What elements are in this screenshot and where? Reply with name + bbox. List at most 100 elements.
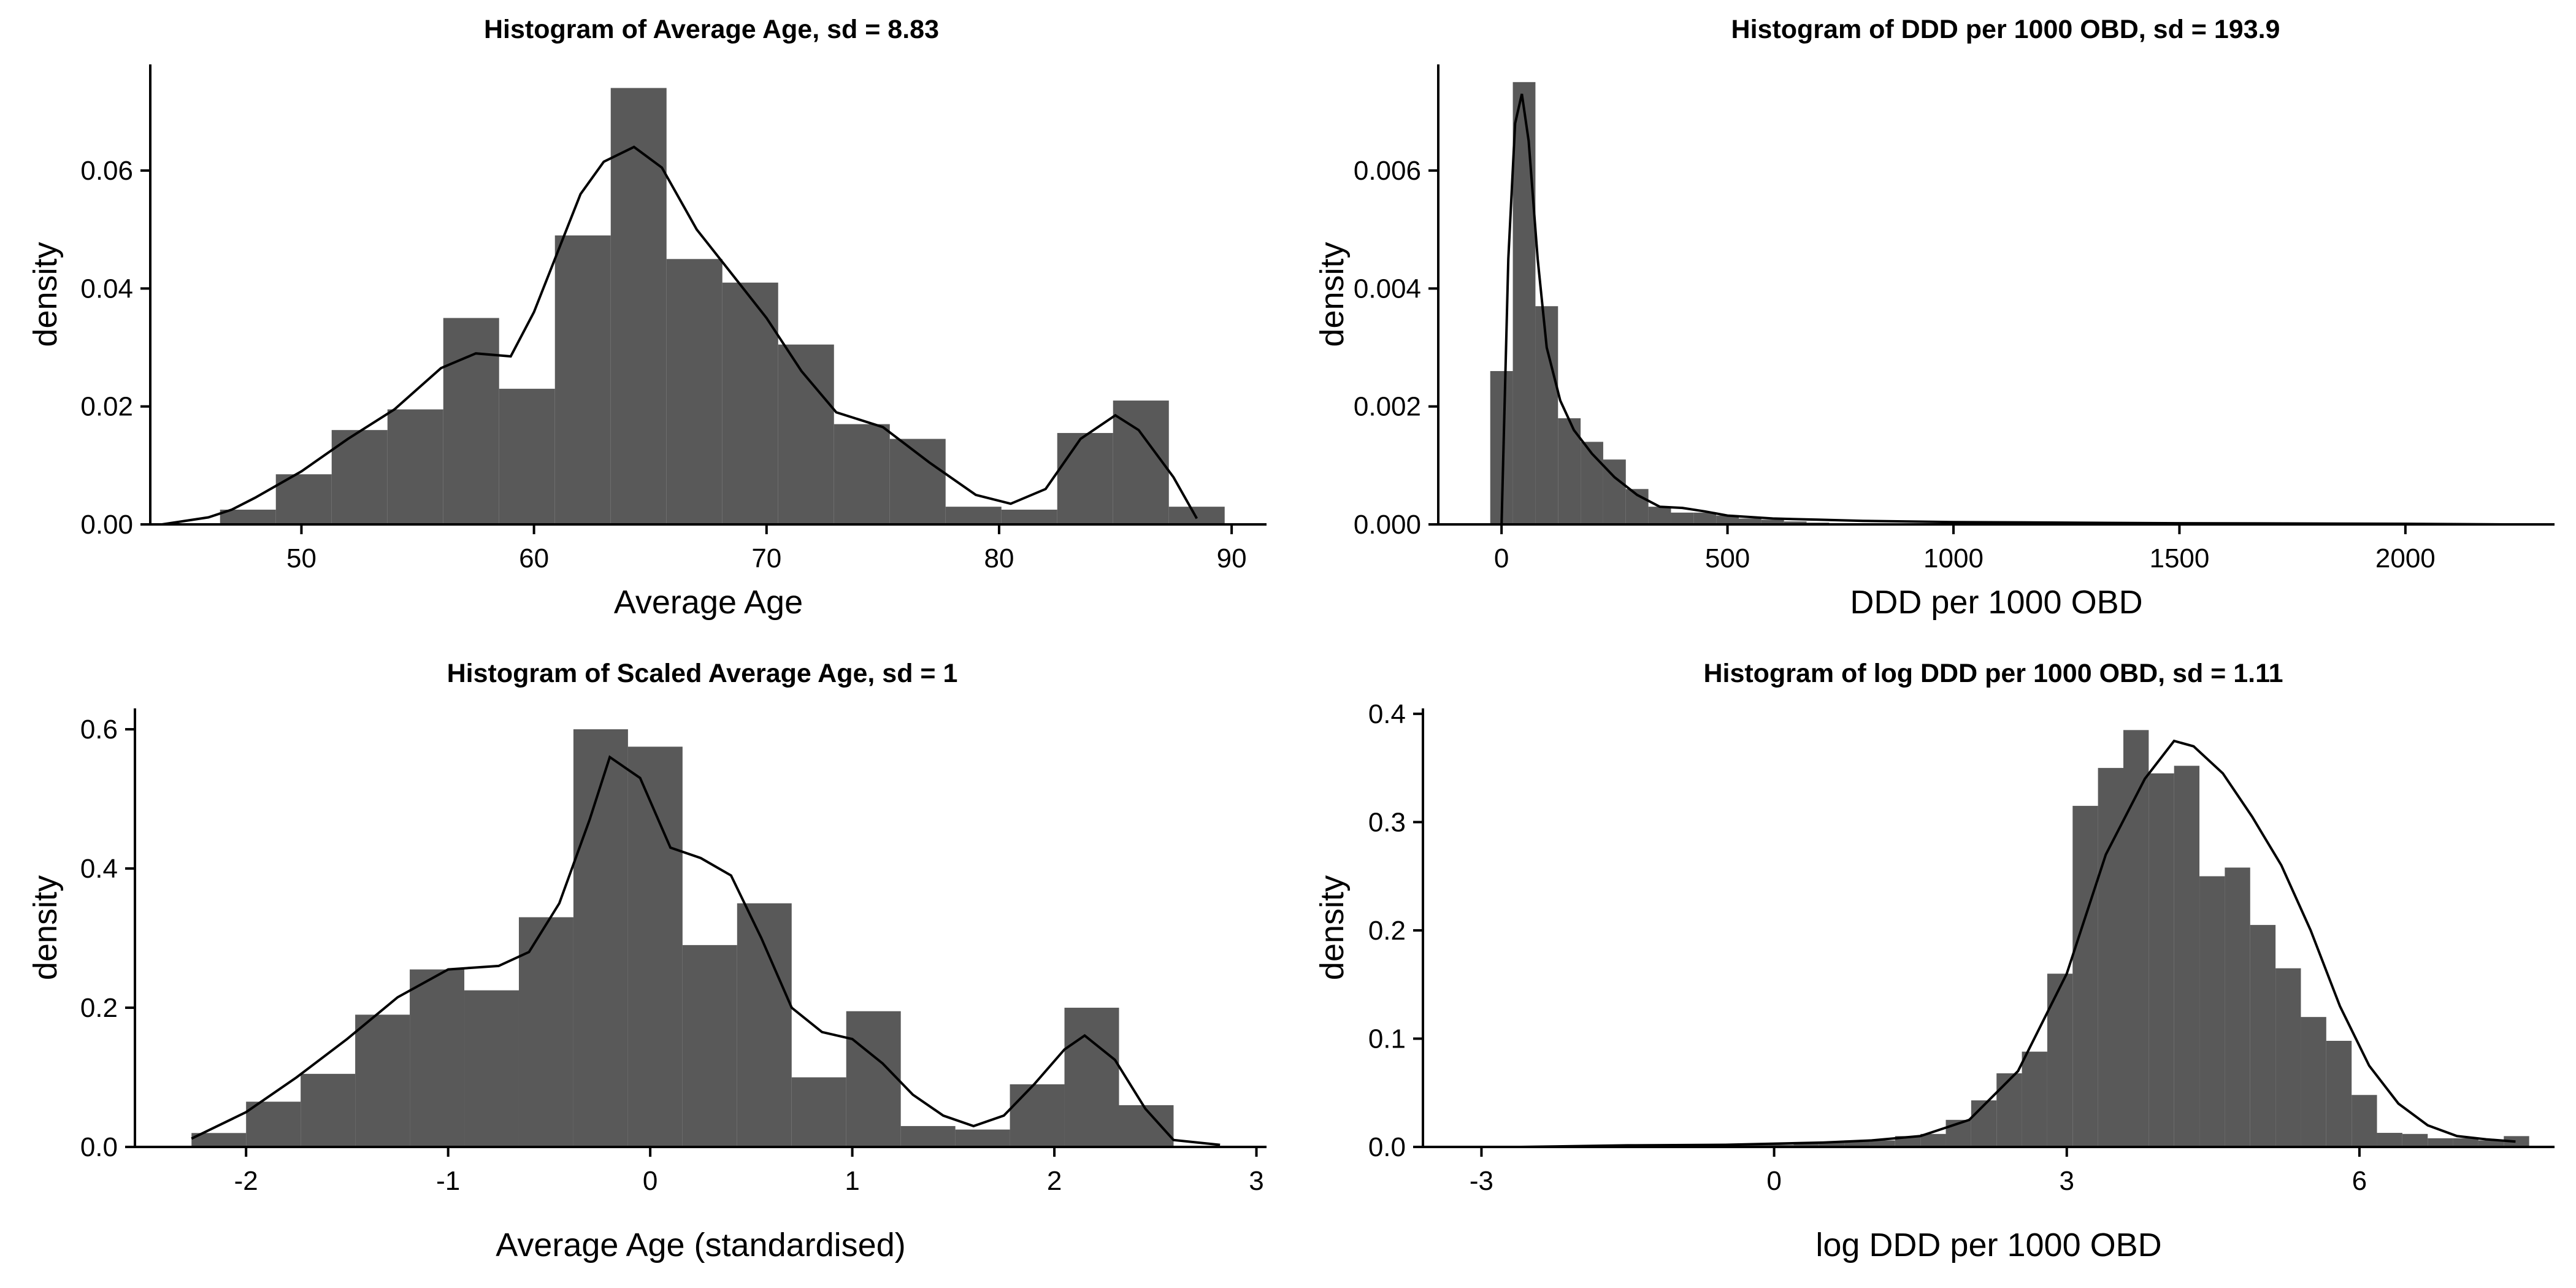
histogram-bar (945, 507, 1002, 524)
y-tick-label: 0.02 (80, 392, 133, 422)
chart-panel-2: 0 500 1000 1500 2000 0.000 0.002 0.004 0.006 Hist… (1314, 15, 2555, 621)
x-tick-label: -2 (234, 1166, 258, 1196)
density-curve (1500, 93, 2505, 526)
y-tick-label: 0.4 (1368, 699, 1406, 729)
histogram-bar (1844, 1140, 1870, 1147)
x-tick-label: 0 (1494, 543, 1509, 573)
histogram-bar (1761, 519, 1784, 524)
histogram-bar (2250, 925, 2276, 1147)
density-curve (191, 755, 1221, 1146)
x-axis-label: log DDD per 1000 OBD (1815, 1227, 2161, 1263)
histogram-bar (1716, 515, 1739, 524)
histogram-bar (387, 409, 443, 524)
x-tick-label: 60 (519, 543, 549, 573)
histogram-bar (2072, 805, 2098, 1147)
x-tick-label: -1 (436, 1166, 460, 1196)
y-tick-label: 0.0 (80, 1132, 118, 1162)
x-tick-label: 1000 (1923, 543, 1984, 573)
histogram-bar (1168, 507, 1225, 524)
x-tick-label: 70 (751, 543, 781, 573)
x-axis-label: Average Age (614, 584, 803, 621)
histogram-bar (955, 1129, 1010, 1147)
y-axis-label: density (1314, 875, 1351, 980)
histogram-bar (2301, 1017, 2326, 1147)
histogram-bar (1869, 1140, 1895, 1147)
histogram-bar (499, 388, 555, 524)
histogram-bar (246, 1102, 301, 1147)
histogram-bar (464, 990, 519, 1147)
histogram-bar (220, 509, 276, 524)
x-tick-label: 2 (1047, 1166, 1062, 1196)
x-tick-label: 50 (286, 543, 316, 573)
y-axis-label: density (27, 242, 64, 347)
y-tick-label: 0.6 (80, 715, 118, 745)
histogram-bar (722, 282, 778, 524)
chart-title: Histogram of DDD per 1000 OBD, sd = 193.… (1731, 15, 2280, 44)
histogram-bar (443, 318, 499, 524)
x-tick-label: 2000 (2375, 543, 2436, 573)
histogram-bar (573, 729, 628, 1147)
histogram-bar (1739, 518, 1761, 524)
histogram-bar (1010, 1084, 1065, 1147)
y-tick-label: 0.4 (80, 854, 118, 884)
density-curve (161, 145, 1198, 526)
histogram-bar (900, 1125, 956, 1147)
histogram-bar (1920, 1133, 1946, 1147)
histogram-bar (191, 1133, 247, 1147)
histogram-bar (2504, 1136, 2529, 1147)
histogram-bar (2377, 1133, 2402, 1147)
histogram-bar (2199, 876, 2225, 1147)
x-tick-label: -3 (1470, 1166, 1493, 1196)
chart-title: Histogram of Scaled Average Age, sd = 1 (447, 659, 958, 688)
x-tick-label: 1 (845, 1166, 859, 1196)
histogram-bar (1113, 401, 1169, 524)
chart-panel-4: -3 0 3 6 0.0 0.1 0.2 0.3 0.4 Histogram of log DDD… (1314, 659, 2555, 1263)
x-tick-label: 3 (1249, 1166, 1263, 1196)
histogram-bar (666, 259, 723, 524)
histogram-bar (2098, 768, 2123, 1147)
x-tick-label: 6 (2352, 1166, 2367, 1196)
histogram-bar (410, 969, 465, 1147)
x-tick-label: 500 (1705, 543, 1750, 573)
y-tick-label: 0.006 (1354, 156, 1421, 186)
histogram-bar (791, 1077, 846, 1147)
y-tick-label: 0.04 (80, 274, 133, 304)
histogram-bar (2453, 1138, 2478, 1147)
y-tick-label: 0.2 (1368, 916, 1406, 946)
histogram-bar (1671, 512, 1694, 524)
x-tick-label: 0 (1766, 1166, 1781, 1196)
histogram-bar (2225, 867, 2250, 1147)
histogram-bar (1784, 521, 1807, 524)
y-tick-label: 0.06 (80, 156, 133, 186)
histogram-bar (301, 1073, 356, 1147)
y-axis-label: density (27, 875, 64, 980)
histogram-bar (2352, 1095, 2377, 1147)
histogram-bar (1119, 1105, 1174, 1147)
histogram-bar (1693, 512, 1717, 524)
y-tick-label: 0.2 (80, 993, 118, 1023)
histogram-bar (2428, 1138, 2453, 1147)
histogram-bar (518, 917, 573, 1147)
x-tick-label: 80 (984, 543, 1014, 573)
chart-panel-3: -2 -1 0 1 2 3 0.0 0.2 0.4 0.6 Histogram of Scaled … (27, 659, 1267, 1263)
histogram-bar (1064, 1008, 1119, 1147)
y-tick-label: 0.000 (1354, 510, 1421, 540)
histogram-bar (2123, 730, 2149, 1147)
y-tick-label: 0.1 (1368, 1024, 1406, 1054)
chart-title: Histogram of Average Age, sd = 8.83 (484, 15, 939, 44)
histogram-bar (889, 439, 946, 524)
histogram-bar (610, 88, 667, 524)
y-tick-label: 0.3 (1368, 807, 1406, 837)
histogram-bar (1996, 1073, 2022, 1147)
histogram-bar (778, 344, 834, 524)
histogram-bar (1819, 1141, 1845, 1147)
histogram-bar (1001, 509, 1057, 524)
histogram-bar (275, 474, 332, 524)
histogram-bar (1648, 507, 1671, 524)
y-axis-label: density (1314, 242, 1351, 347)
x-axis-label: Average Age (standardised) (496, 1227, 905, 1263)
histogram-bar (2478, 1140, 2504, 1147)
x-tick-label: 90 (1217, 543, 1247, 573)
histogram-bar (2326, 1040, 2352, 1147)
